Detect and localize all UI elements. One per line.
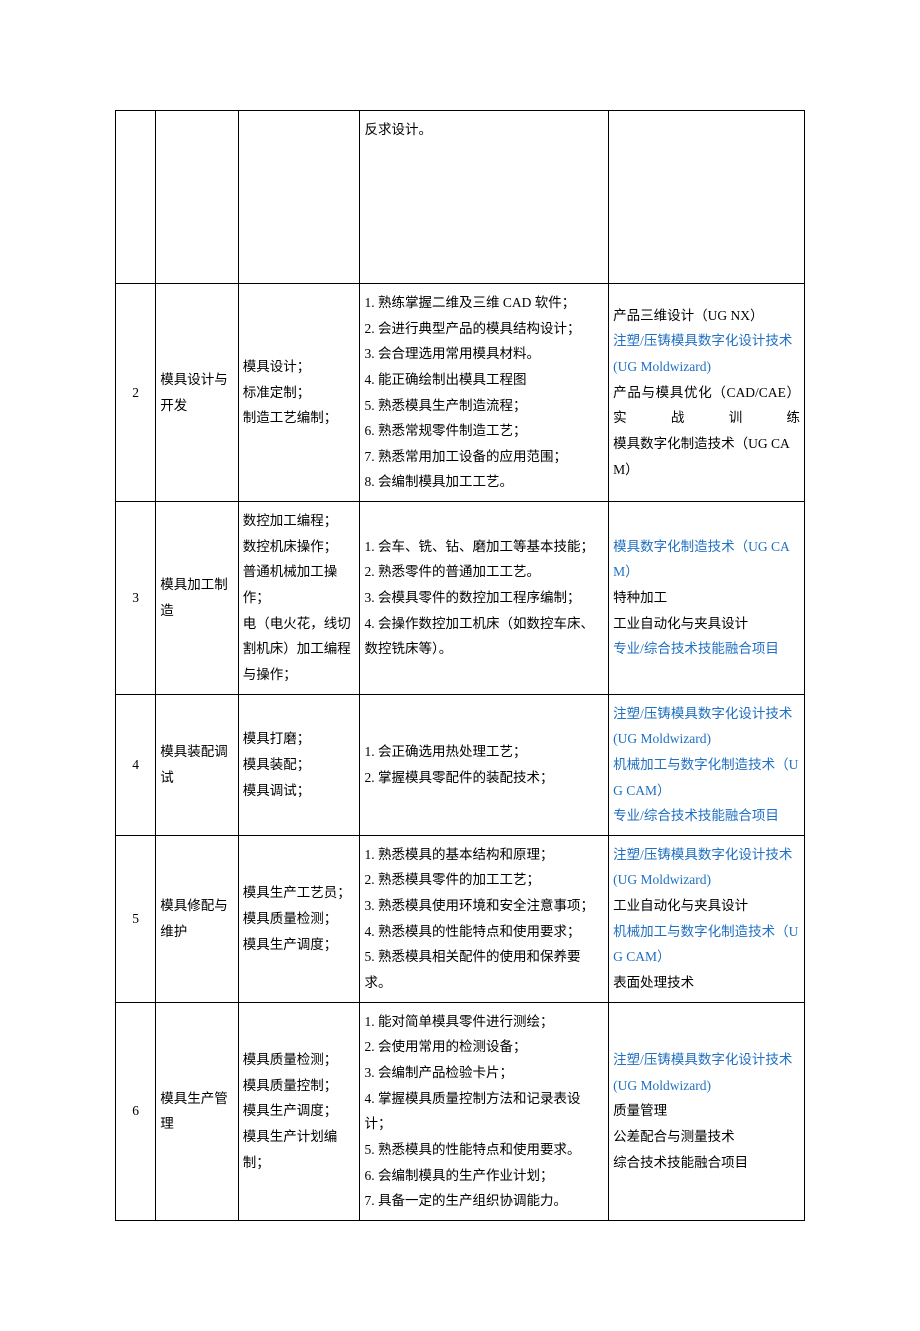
cell-name: 模具修配与维护 [156,835,239,1002]
course-line: 质量管理 [613,1098,800,1124]
cell-num: 2 [116,284,156,502]
table-row: 反求设计。 [116,111,805,284]
cell-req: 1. 能对简单模具零件进行测绘；2. 会使用常用的检测设备；3. 会编制产品检验… [360,1002,609,1220]
cell-req: 1. 会车、铣、钻、磨加工等基本技能；2. 熟悉零件的普通加工工艺。3. 会模具… [360,502,609,694]
course-line: 注塑/压铸模具数字化设计技术(UG Moldwizard) [613,701,800,752]
cell-course [609,111,805,284]
course-line: 专业/综合技术技能融合项目 [613,803,800,829]
course-line: 模具数字化制造技术（UG CAM） [613,534,800,585]
course-line: 综合技术技能融合项目 [613,1150,800,1176]
cell-num: 5 [116,835,156,1002]
cell-req: 1. 熟悉模具的基本结构和原理；2. 熟悉模具零件的加工工艺；3. 熟悉模具使用… [360,835,609,1002]
course-line: 机械加工与数字化制造技术（UG CAM） [613,752,800,803]
cell-post: 数控加工编程；数控机床操作；普通机械加工操作；电（电火花，线切割机床）加工编程与… [238,502,360,694]
course-line: 公差配合与测量技术 [613,1124,800,1150]
cell-post: 模具设计；标准定制；制造工艺编制； [238,284,360,502]
cell-num: 3 [116,502,156,694]
course-line: 注塑/压铸模具数字化设计技术(UG Moldwizard) [613,328,800,379]
cell-course: 注塑/压铸模具数字化设计技术(UG Moldwizard) 质量管理 公差配合与… [609,1002,805,1220]
course-line: 机械加工与数字化制造技术（UG CAM） [613,919,800,970]
cell-name [156,111,239,284]
cell-post: 模具质量检测；模具质量控制；模具生产调度；模具生产计划编制； [238,1002,360,1220]
course-line: 模具数字化制造技术（UG CAM） [613,431,800,482]
document-page: 反求设计。 2 模具设计与开发 模具设计；标准定制；制造工艺编制； 1. 熟练掌… [0,0,920,1331]
cell-course: 产品三维设计（UG NX） 注塑/压铸模具数字化设计技术(UG Moldwiza… [609,284,805,502]
cell-num [116,111,156,284]
cell-name: 模具装配调试 [156,694,239,835]
cell-course: 模具数字化制造技术（UG CAM） 特种加工 工业自动化与夹具设计 专业/综合技… [609,502,805,694]
table-row: 3 模具加工制造 数控加工编程；数控机床操作；普通机械加工操作；电（电火花，线切… [116,502,805,694]
course-line: 注塑/压铸模具数字化设计技术(UG Moldwizard) [613,842,800,893]
course-line: 注塑/压铸模具数字化设计技术(UG Moldwizard) [613,1047,800,1098]
course-line: 工业自动化与夹具设计 [613,611,800,637]
cell-req: 1. 熟练掌握二维及三维 CAD 软件；2. 会进行典型产品的模具结构设计；3.… [360,284,609,502]
cell-post [238,111,360,284]
cell-num: 6 [116,1002,156,1220]
curriculum-table: 反求设计。 2 模具设计与开发 模具设计；标准定制；制造工艺编制； 1. 熟练掌… [115,110,805,1221]
cell-num: 4 [116,694,156,835]
course-line: 表面处理技术 [613,970,800,996]
course-line: 产品三维设计（UG NX） [613,303,800,329]
course-line: 特种加工 [613,585,800,611]
cell-name: 模具设计与开发 [156,284,239,502]
cell-post: 模具打磨；模具装配；模具调试； [238,694,360,835]
table-row: 4 模具装配调试 模具打磨；模具装配；模具调试； 1. 会正确选用热处理工艺；2… [116,694,805,835]
table-row: 5 模具修配与维护 模具生产工艺员；模具质量检测；模具生产调度； 1. 熟悉模具… [116,835,805,1002]
cell-post: 模具生产工艺员；模具质量检测；模具生产调度； [238,835,360,1002]
cell-req: 1. 会正确选用热处理工艺；2. 掌握模具零配件的装配技术； [360,694,609,835]
cell-name: 模具加工制造 [156,502,239,694]
cell-req: 反求设计。 [360,111,609,284]
cell-course: 注塑/压铸模具数字化设计技术(UG Moldwizard) 机械加工与数字化制造… [609,694,805,835]
cell-course: 注塑/压铸模具数字化设计技术(UG Moldwizard) 工业自动化与夹具设计… [609,835,805,1002]
table-row: 2 模具设计与开发 模具设计；标准定制；制造工艺编制； 1. 熟练掌握二维及三维… [116,284,805,502]
table-row: 6 模具生产管理 模具质量检测；模具质量控制；模具生产调度；模具生产计划编制； … [116,1002,805,1220]
course-line: 工业自动化与夹具设计 [613,893,800,919]
course-line: 产品与模具优化（CAD/CAE）实战训练 [613,380,800,431]
table-body: 反求设计。 2 模具设计与开发 模具设计；标准定制；制造工艺编制； 1. 熟练掌… [116,111,805,1221]
cell-name: 模具生产管理 [156,1002,239,1220]
course-line: 专业/综合技术技能融合项目 [613,636,800,662]
